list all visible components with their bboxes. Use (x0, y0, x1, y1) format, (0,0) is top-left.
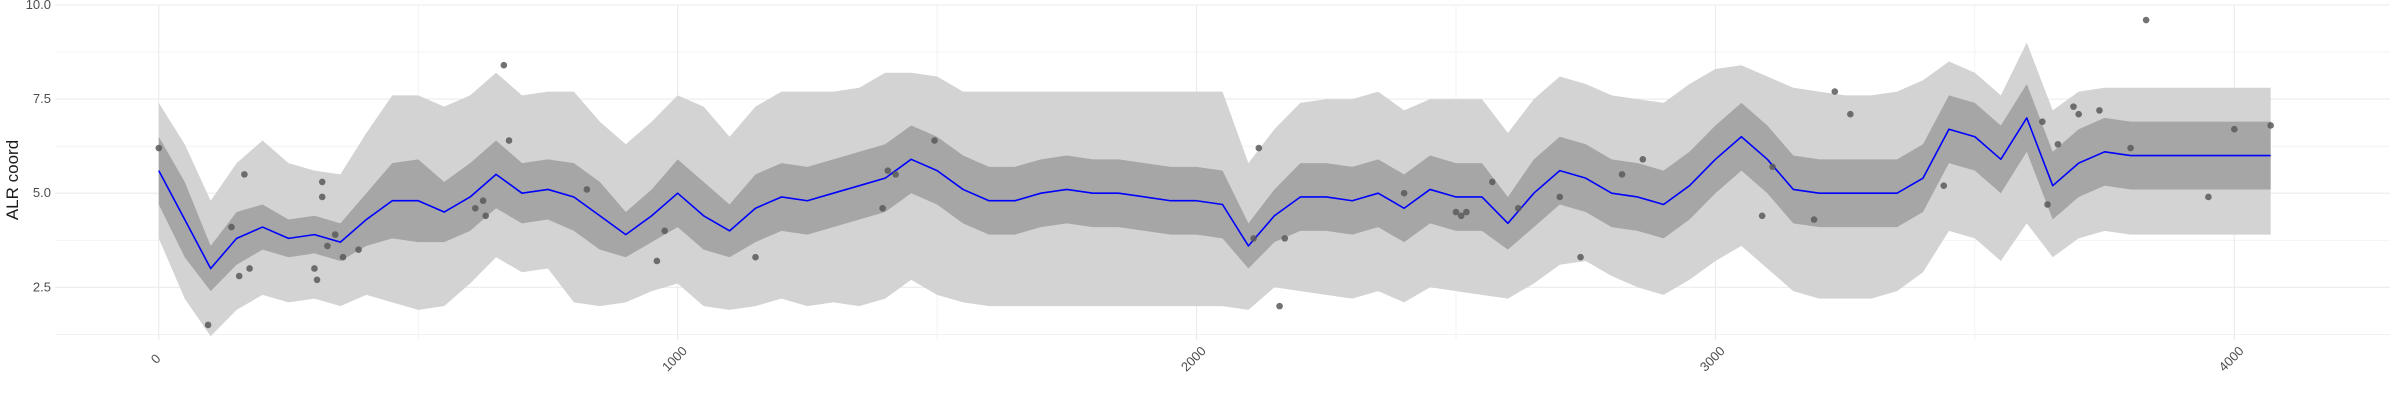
x-tick-label: 4000 (2216, 343, 2247, 374)
data-point (1276, 302, 1283, 310)
data-point (661, 227, 668, 235)
data-point (892, 171, 899, 178)
data-point (1457, 212, 1465, 220)
data-point (339, 253, 347, 261)
data-point (884, 167, 892, 174)
data-point (583, 186, 591, 193)
x-ticks: 0 1000 2000 3000 4000 (148, 343, 2247, 374)
data-point (331, 231, 339, 238)
data-point (1810, 216, 1818, 223)
data-point (2039, 118, 2046, 125)
data-point (2231, 125, 2238, 133)
data-point (228, 223, 235, 231)
data-point (1769, 163, 1776, 171)
data-point (931, 137, 938, 144)
data-point (2070, 103, 2077, 110)
data-point (311, 265, 318, 272)
data-point (479, 197, 487, 205)
x-tick-label: 3000 (1697, 343, 1728, 374)
data-point (2096, 107, 2103, 114)
data-point (2075, 110, 2082, 118)
data-point (1281, 235, 1289, 242)
y-tick-label: 2.5 (33, 279, 51, 294)
data-point (1489, 178, 1496, 186)
points (155, 16, 2274, 329)
y-tick-label: 7.5 (33, 91, 51, 106)
data-point (1577, 253, 1584, 261)
data-point (1618, 171, 1626, 178)
data-point (1255, 144, 1263, 152)
data-point (1847, 110, 1854, 118)
data-point (2044, 201, 2051, 208)
y-ticks: 2.5 5.0 7.5 10.0 (26, 0, 51, 294)
fit-line (158, 117, 2271, 270)
inner-interval-band (158, 84, 2271, 292)
data-point (204, 321, 212, 329)
data-point (1250, 235, 1257, 242)
data-point (2205, 193, 2212, 201)
data-point (246, 265, 253, 272)
data-point (482, 212, 489, 220)
data-point (879, 204, 886, 212)
data-point (2267, 122, 2274, 129)
data-point (1400, 189, 1408, 197)
lines (158, 117, 2271, 270)
data-point (2142, 16, 2150, 24)
data-point (1831, 88, 1839, 95)
data-point (355, 246, 362, 253)
data-point (313, 276, 321, 284)
data-point (472, 204, 479, 212)
data-point (500, 61, 508, 69)
data-point (2127, 144, 2134, 152)
data-point (1452, 208, 1460, 216)
data-point (653, 257, 661, 265)
data-point (2054, 140, 2062, 148)
data-point (1758, 212, 1766, 220)
x-tick-label: 2000 (1178, 343, 1209, 374)
data-point (1463, 208, 1470, 216)
data-point (324, 242, 331, 250)
y-axis-title: ALR coord (3, 140, 22, 220)
data-point (318, 193, 326, 201)
data-point (1940, 182, 1948, 189)
data-point (235, 272, 243, 280)
y-tick-label: 10.0 (26, 0, 51, 12)
x-tick-label: 1000 (659, 343, 690, 374)
data-point (1639, 156, 1647, 163)
data-point (318, 178, 326, 186)
bands (158, 42, 2271, 337)
data-point (241, 171, 248, 178)
y-tick-label: 5.0 (33, 185, 51, 200)
data-point (1514, 204, 1522, 212)
data-point (505, 137, 513, 144)
data-point (752, 253, 759, 261)
data-point (1556, 193, 1564, 201)
data-point (155, 144, 163, 152)
x-tick-label: 0 (148, 351, 164, 367)
